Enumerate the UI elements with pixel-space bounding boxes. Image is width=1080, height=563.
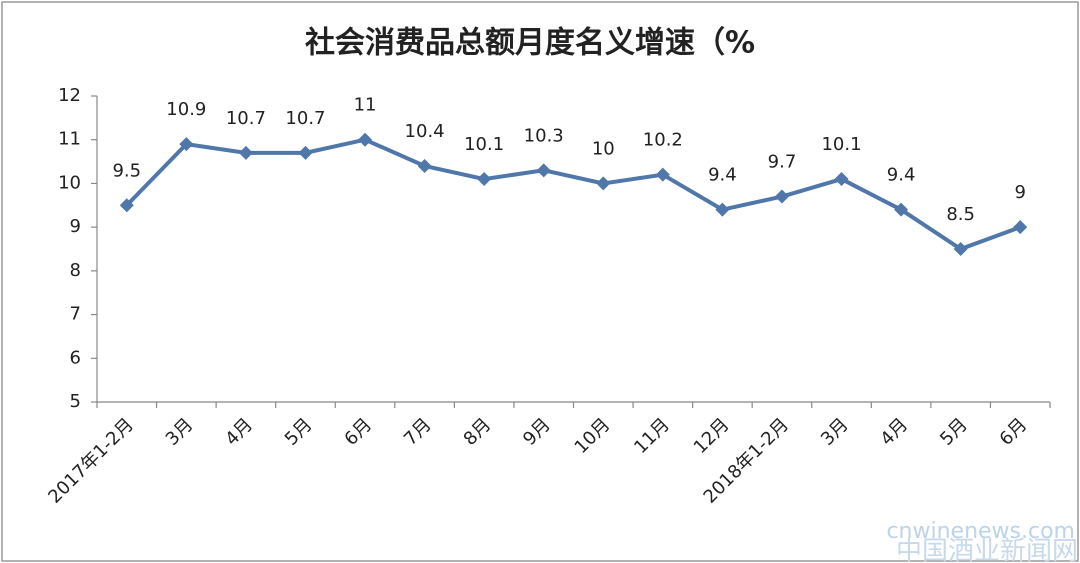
- value-label: 10.1: [464, 134, 504, 155]
- point-marker: [596, 176, 611, 191]
- point-marker: [298, 145, 313, 160]
- point-marker: [179, 137, 194, 152]
- watermark-url: cnwinenews.com: [886, 519, 1075, 544]
- point-marker: [834, 172, 849, 187]
- value-label: 8.5: [946, 204, 975, 225]
- point-marker: [953, 242, 968, 256]
- value-label: 10.3: [524, 125, 564, 146]
- value-label: 11: [354, 95, 377, 116]
- point-marker: [715, 202, 730, 217]
- y-tick-label: 9: [70, 216, 81, 237]
- value-label: 9.7: [768, 152, 797, 173]
- value-label: 10.4: [405, 121, 445, 142]
- y-tick-label: 6: [70, 347, 81, 368]
- value-label: 10.7: [285, 108, 325, 129]
- point-marker: [358, 132, 373, 147]
- point-marker: [417, 158, 432, 173]
- y-tick-label: 11: [58, 129, 81, 150]
- series-line: [125, 137, 1021, 252]
- point-marker: [774, 189, 789, 204]
- y-tick-label: 5: [70, 391, 81, 412]
- point-marker: [238, 145, 253, 160]
- value-label: 10.1: [821, 134, 861, 155]
- point-marker: [119, 198, 134, 213]
- value-label: 10.7: [226, 108, 266, 129]
- value-label: 9.4: [887, 165, 916, 186]
- point-marker: [477, 172, 492, 187]
- y-tick-label: 12: [58, 85, 81, 106]
- value-label: 10.9: [166, 99, 206, 120]
- y-tick-label: 10: [58, 172, 81, 193]
- point-marker: [894, 202, 909, 217]
- point-marker: [536, 163, 551, 178]
- chart-title: 社会消费品总额月度名义增速（%: [305, 26, 755, 61]
- point-marker: [655, 167, 670, 182]
- y-tick-label: 8: [70, 260, 81, 281]
- value-label: 10.2: [643, 130, 683, 151]
- watermark-name: 中国酒业新闻网: [896, 537, 1078, 563]
- value-label: 9: [1014, 182, 1025, 203]
- y-tick-label: 7: [70, 304, 81, 325]
- value-label: 9.5: [112, 160, 141, 181]
- value-label: 10: [592, 138, 615, 159]
- point-marker: [1013, 220, 1028, 235]
- value-label: 9.4: [708, 165, 737, 186]
